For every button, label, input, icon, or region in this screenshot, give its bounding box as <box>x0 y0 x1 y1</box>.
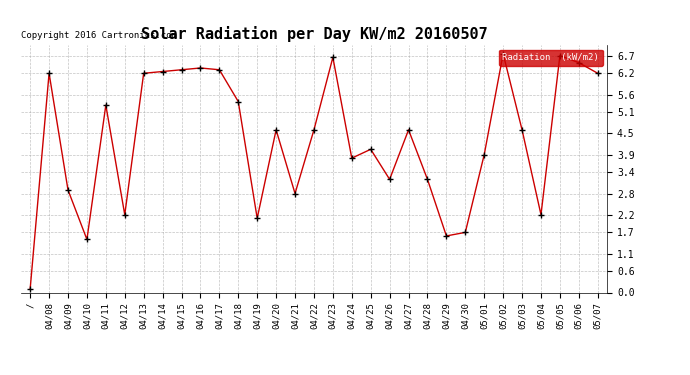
Legend: Radiation  (kW/m2): Radiation (kW/m2) <box>499 50 602 66</box>
Text: Copyright 2016 Cartronics.com: Copyright 2016 Cartronics.com <box>21 31 177 40</box>
Title: Solar Radiation per Day KW/m2 20160507: Solar Radiation per Day KW/m2 20160507 <box>141 27 487 42</box>
